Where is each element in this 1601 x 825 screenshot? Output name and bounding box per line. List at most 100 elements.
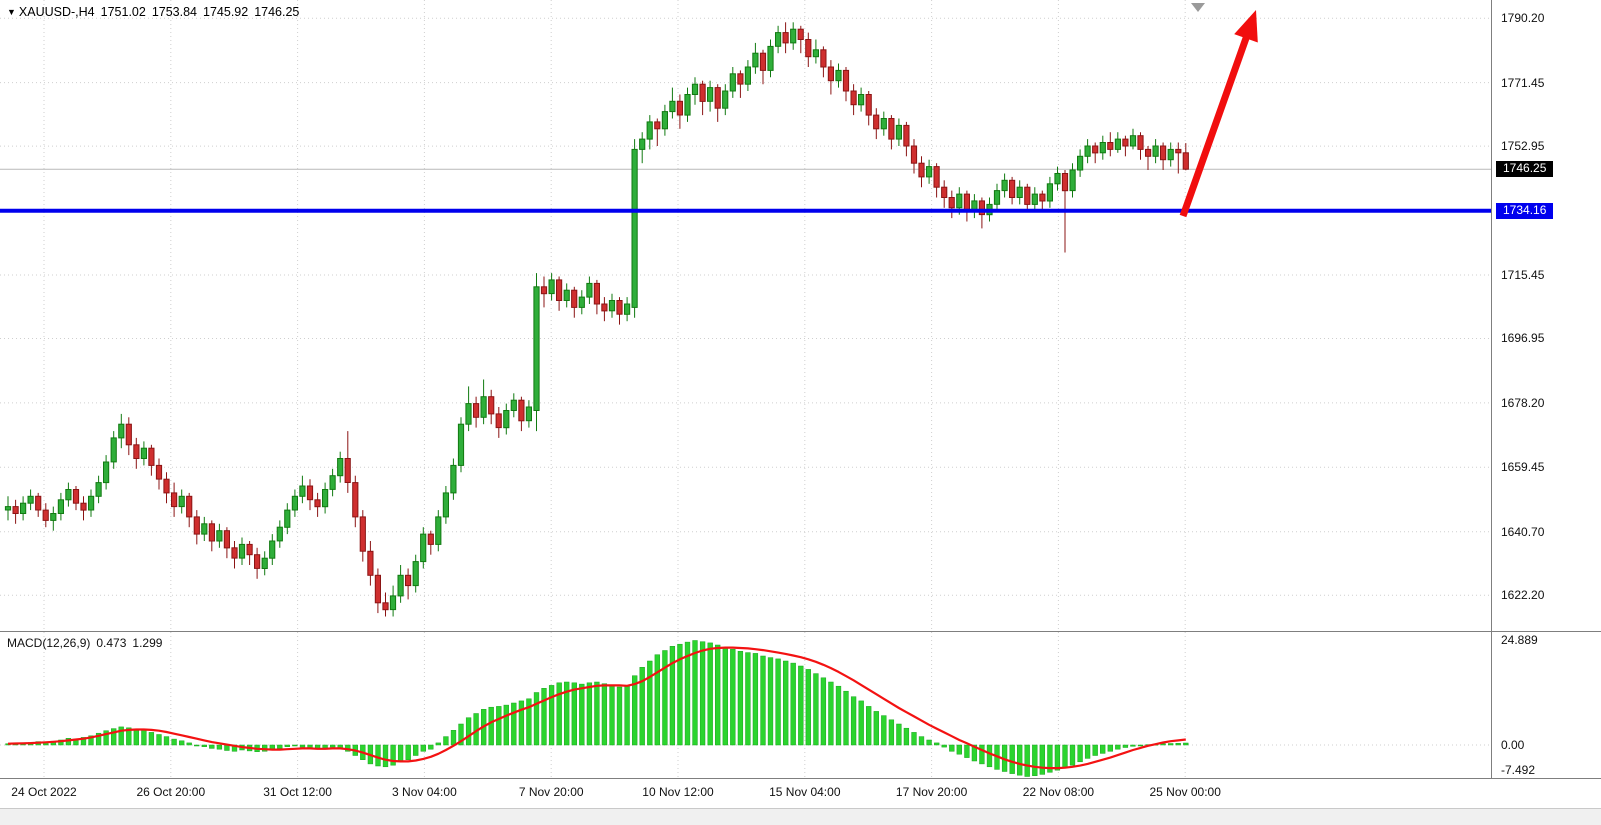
candle-body — [163, 478, 170, 494]
macd-histogram-bar — [896, 723, 902, 746]
main-chart-canvas[interactable] — [0, 0, 1491, 632]
macd-histogram-bar — [179, 740, 185, 746]
macd-histogram-bar — [903, 727, 910, 746]
macd-histogram-bar — [858, 700, 864, 746]
macd-histogram-bar — [1122, 744, 1129, 748]
macd-histogram-bar — [1107, 744, 1113, 752]
macd-histogram-bar — [292, 744, 298, 747]
macd-canvas[interactable] — [0, 632, 1491, 778]
trend-arrow-head[interactable] — [1234, 10, 1258, 43]
candle-body — [978, 200, 985, 216]
macd-histogram-bar — [277, 744, 283, 749]
macd-indicator-panel[interactable] — [0, 632, 1491, 778]
candle-body — [57, 499, 64, 514]
macd-histogram-bar — [533, 692, 540, 746]
candle-body — [631, 148, 638, 308]
candle-body — [329, 475, 336, 490]
macd-histogram-bar — [601, 683, 608, 746]
time-axis-label: 15 Nov 04:00 — [769, 785, 841, 799]
candle-body — [699, 83, 706, 102]
macd-histogram-bar — [465, 717, 472, 746]
macd-histogram-bar — [163, 736, 170, 746]
macd-histogram-bar — [1100, 744, 1106, 754]
chart-shift-marker-icon[interactable] — [1191, 3, 1205, 12]
candle-body — [669, 100, 676, 113]
time-axis[interactable]: 24 Oct 2022 26 Oct 20:00 31 Oct 12:00 3 Nov… — [0, 779, 1601, 808]
candle-body — [827, 66, 834, 82]
candle-body — [1039, 193, 1046, 202]
price-axis[interactable]: 1746.25 1734.16 1790.20 1771.45 1752.95 171… — [1491, 0, 1601, 632]
candle-body — [1129, 135, 1137, 147]
candle-body — [707, 87, 714, 102]
open-value: 1751.02 — [100, 5, 146, 19]
candle-body — [261, 557, 268, 570]
trend-arrow-object[interactable] — [1179, 10, 1258, 218]
macd-axis-label: 24.889 — [1501, 633, 1538, 648]
candle-body — [193, 516, 200, 535]
candle-body — [322, 489, 329, 508]
macd-histogram-bar — [594, 681, 600, 746]
macd-axis[interactable]: 24.889 0.00 -7.492 — [1491, 632, 1601, 778]
macd-histogram-bar — [322, 744, 328, 749]
macd-histogram-bar — [118, 726, 124, 746]
candle-body — [1122, 138, 1129, 147]
macd-axis-label: -7.492 — [1501, 763, 1536, 777]
candle-body — [488, 396, 495, 415]
candle-body — [941, 186, 948, 198]
macd-histogram-bar — [1024, 744, 1030, 777]
time-axis-label: 17 Nov 20:00 — [895, 785, 968, 799]
candle-body — [993, 190, 1001, 205]
candle-body — [880, 118, 887, 130]
candle-body — [1069, 169, 1076, 192]
macd-signal-line — [7, 646, 1186, 770]
candle-body — [1099, 142, 1106, 154]
candle-body — [1145, 148, 1152, 157]
candle-body — [450, 464, 457, 494]
candle-body — [533, 286, 540, 411]
candle-body — [933, 166, 940, 188]
candle-body — [299, 485, 306, 497]
macd-histogram-bar — [843, 690, 849, 746]
macd-histogram-bar — [375, 744, 381, 767]
main-chart-panel[interactable] — [0, 0, 1491, 632]
macd-histogram-bar — [1175, 743, 1181, 746]
candle-body — [1114, 138, 1122, 150]
macd-histogram-bar — [496, 706, 502, 746]
candle-body — [790, 28, 797, 44]
macd-histogram-bar — [518, 700, 525, 746]
candle-body — [578, 296, 585, 308]
macd-histogram-bar — [760, 655, 766, 746]
macd-histogram-bar — [624, 685, 630, 746]
candle-body — [873, 114, 880, 130]
candle-body — [269, 540, 276, 559]
candle-body — [254, 554, 261, 569]
candle-body — [246, 543, 253, 556]
macd-histogram-bar — [850, 696, 857, 746]
trend-arrow-shaft[interactable] — [1179, 31, 1252, 218]
macd-histogram-bar — [133, 728, 139, 746]
candle-body — [1137, 135, 1144, 150]
macd-histogram-bar — [934, 742, 940, 746]
symbol-timeframe-label: XAUUSD-,H4 — [18, 5, 95, 19]
high-value: 1753.84 — [151, 5, 198, 19]
macd-histogram-bar — [737, 651, 744, 746]
macd-histogram-bar — [171, 738, 177, 746]
macd-histogram-bar — [548, 685, 555, 746]
macd-histogram-bar — [156, 734, 162, 746]
candle-body — [495, 413, 502, 429]
candle-body — [435, 516, 442, 545]
candle-body — [337, 458, 344, 477]
macd-histogram-bar — [428, 744, 434, 750]
candle-body — [503, 410, 510, 429]
macd-histogram-bar — [186, 742, 192, 746]
macd-histogram-bar — [435, 742, 441, 746]
collapse-triangle-icon[interactable]: ▼ — [7, 7, 16, 17]
macd-histogram-bar — [918, 736, 925, 746]
candle-body — [616, 300, 623, 315]
price-axis-label: 1678.20 — [1501, 395, 1545, 410]
macd-histogram-bar — [141, 730, 147, 746]
candle-body — [427, 533, 434, 545]
candle-body — [374, 574, 381, 604]
candle-body — [714, 87, 721, 109]
panel-separator[interactable] — [0, 631, 1601, 632]
